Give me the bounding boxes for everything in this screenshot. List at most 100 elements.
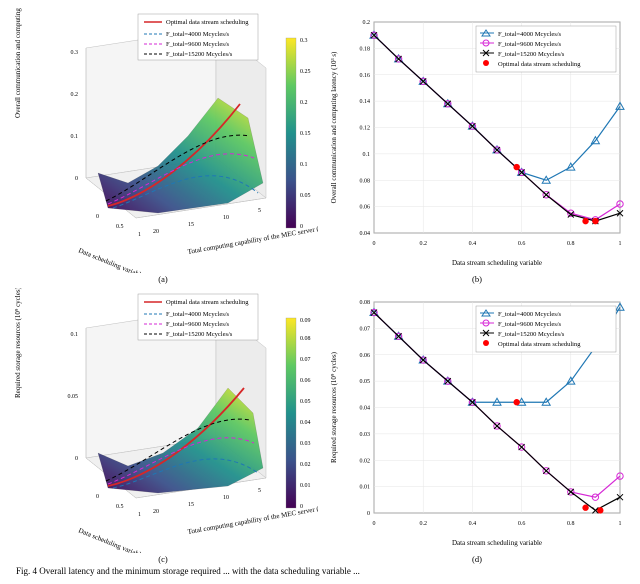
subcap-b: (b): [322, 273, 632, 284]
xlabel: Data stream scheduling variable: [452, 259, 542, 267]
xtick: 0: [373, 241, 376, 247]
leg-a-0: Optimal data stream scheduling: [166, 19, 249, 26]
ytick: 0.08: [360, 300, 371, 306]
svg-text:0.5: 0.5: [116, 504, 124, 510]
zlabel-a: Overall communication and computing late…: [14, 8, 22, 118]
svg-text:0.05: 0.05: [300, 399, 311, 405]
marker-dot: [597, 507, 603, 513]
ytick: 0.06: [360, 353, 371, 359]
svg-text:0.3: 0.3: [71, 50, 79, 56]
ylabel: Overall communication and computing late…: [330, 51, 338, 203]
marker-dot: [592, 218, 598, 224]
ytick: 0.14: [360, 99, 371, 105]
xlabel-c: Data scheduling variable: [77, 526, 145, 553]
svg-text:5: 5: [258, 208, 261, 214]
leg-c-1: F_total=4000 Mcycles/s: [166, 311, 230, 318]
panel-b: 00.20.40.60.810.040.060.080.10.120.140.1…: [322, 8, 632, 284]
legend-item: F_total=15200 Mcycles/s: [498, 331, 565, 338]
svg-text:1: 1: [138, 512, 141, 518]
svg-text:20: 20: [153, 509, 159, 515]
panel-d: 00.20.40.60.8100.010.020.030.040.050.060…: [322, 288, 632, 564]
xtick: 1: [619, 521, 622, 527]
panel-b-svg: 00.20.40.60.810.040.060.080.10.120.140.1…: [322, 8, 632, 273]
ytick: 0: [367, 511, 370, 517]
svg-text:0: 0: [300, 504, 303, 510]
leg-a-2: F_total=9600 Mcycles/s: [166, 41, 230, 48]
xtick: 0.8: [567, 521, 575, 527]
subcap-c: (c): [8, 553, 318, 564]
svg-text:0: 0: [75, 456, 78, 462]
legend-item: F_total=9600 Mcycles/s: [498, 41, 562, 48]
leg-a-3: F_total=15200 Mcycles/s: [166, 51, 233, 58]
svg-text:0.5: 0.5: [116, 224, 124, 230]
svg-text:0.1: 0.1: [300, 162, 308, 168]
panel-c: 0 0.05 0.1 0 0.5 1 20 15 10 5 Required s…: [8, 288, 318, 564]
svg-text:0.04: 0.04: [300, 420, 311, 426]
leg-c-3: F_total=15200 Mcycles/s: [166, 331, 233, 338]
svg-text:0.25: 0.25: [300, 69, 311, 75]
ylabel: Required storage resources (10⁹ cycles): [330, 351, 338, 463]
xticks-c: 0 0.5 1: [96, 494, 141, 518]
ylabel-a: Total computing capability of the MEC se…: [187, 219, 318, 256]
legend-item: Optimal data stream scheduling: [498, 341, 581, 348]
svg-text:15: 15: [188, 222, 194, 228]
ytick: 0.03: [360, 432, 371, 438]
ytick: 0.05: [360, 379, 371, 385]
ytick: 0.06: [360, 205, 371, 211]
xtick: 0.6: [518, 241, 526, 247]
panel-d-svg: 00.20.40.60.8100.010.020.030.040.050.060…: [322, 288, 632, 553]
panel-grid: 0 0.1 0.2 0.3 0 0.5 1 20 15 10 5: [8, 8, 632, 564]
svg-text:0.1: 0.1: [71, 134, 79, 140]
ylabel-c: Total computing capability of the MEC se…: [187, 499, 318, 536]
svg-text:0: 0: [300, 224, 303, 230]
svg-text:0.1: 0.1: [71, 332, 79, 338]
xticks-a: 0 0.5 1: [96, 214, 141, 238]
xtick: 0.8: [567, 241, 575, 247]
ytick: 0.18: [360, 46, 371, 52]
marker-dot: [582, 505, 588, 511]
svg-text:20: 20: [153, 229, 159, 235]
xtick: 0.2: [419, 521, 427, 527]
panel-c-svg: 0 0.05 0.1 0 0.5 1 20 15 10 5 Required s…: [8, 288, 318, 553]
legend-item: F_total=15200 Mcycles/s: [498, 51, 565, 58]
xtick: 0.2: [419, 241, 427, 247]
svg-text:0.07: 0.07: [300, 357, 311, 363]
svg-text:0.03: 0.03: [300, 441, 311, 447]
colorbar-c: 0 0.01 0.02 0.03 0.04 0.05 0.06 0.07 0.0…: [286, 318, 311, 510]
ytick: 0.08: [360, 178, 371, 184]
svg-text:0.15: 0.15: [300, 131, 311, 137]
ytick: 0.04: [360, 231, 371, 237]
svg-text:0.05: 0.05: [300, 193, 311, 199]
leg-a-1: F_total=4000 Mcycles/s: [166, 31, 230, 38]
legend-c: Optimal data stream scheduling F_total=4…: [138, 294, 258, 340]
subcap-d: (d): [322, 553, 632, 564]
legend-item: F_total=9600 Mcycles/s: [498, 321, 562, 328]
ytick: 0.07: [360, 326, 371, 332]
ytick: 0.01: [360, 485, 371, 491]
svg-text:0.02: 0.02: [300, 462, 311, 468]
svg-text:0.2: 0.2: [300, 100, 308, 106]
svg-text:0: 0: [96, 214, 99, 220]
ytick: 0.16: [360, 73, 371, 79]
svg-text:0.3: 0.3: [300, 38, 308, 44]
zticks-c: 0 0.05 0.1: [68, 332, 79, 462]
xtick: 0.4: [469, 241, 477, 247]
marker-dot: [582, 218, 588, 224]
zlabel-c: Required storage resources (10⁹ cycles): [14, 288, 22, 398]
xlabel-a: Data scheduling variable: [77, 246, 145, 273]
svg-text:0.01: 0.01: [300, 483, 311, 489]
leg-c-2: F_total=9600 Mcycles/s: [166, 321, 230, 328]
svg-text:0: 0: [96, 494, 99, 500]
marker-dot: [513, 164, 519, 170]
ytick: 0.2: [363, 20, 371, 26]
xlabel: Data stream scheduling variable: [452, 539, 542, 547]
legend-item: F_total=4000 Mcycles/s: [498, 311, 562, 318]
svg-text:1: 1: [138, 232, 141, 238]
svg-text:0.2: 0.2: [71, 92, 79, 98]
svg-text:0.08: 0.08: [300, 336, 311, 342]
legend-item: F_total=4000 Mcycles/s: [498, 31, 562, 38]
xtick: 0.6: [518, 521, 526, 527]
xtick: 1: [619, 241, 622, 247]
ytick: 0.02: [360, 458, 371, 464]
svg-text:5: 5: [258, 488, 261, 494]
